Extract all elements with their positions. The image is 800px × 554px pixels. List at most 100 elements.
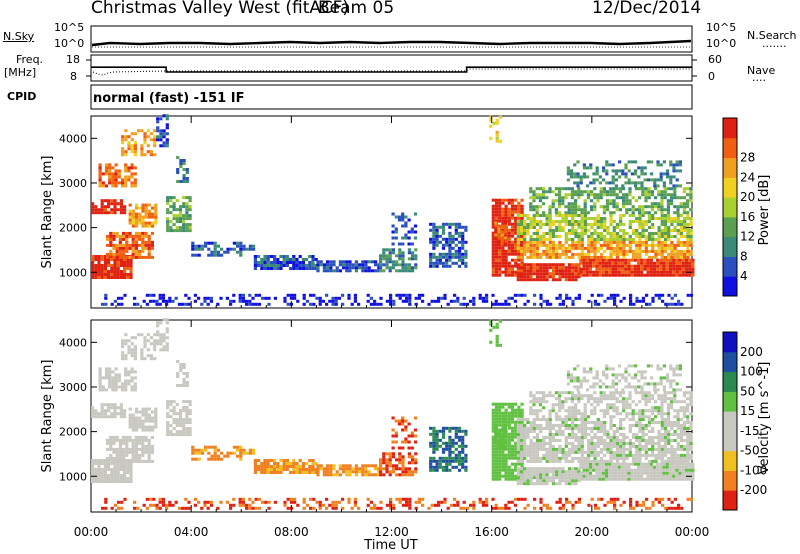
power-cell: [663, 240, 668, 244]
power-cell: [587, 249, 591, 253]
velocity-cell: [179, 366, 183, 369]
power-cell: [331, 299, 335, 303]
velocity-cell: [672, 465, 676, 469]
velocity-cell: [140, 333, 144, 337]
velocity-cell: [686, 459, 690, 463]
velocity-cell: [577, 424, 581, 427]
velocity-cell: [298, 468, 302, 471]
velocity-cell: [448, 438, 452, 442]
velocity-cell: [135, 419, 139, 423]
power-cell: [676, 211, 680, 215]
velocity-cell: [113, 415, 117, 419]
power-cell: [322, 269, 326, 273]
power-cell: [577, 238, 581, 241]
power-cell: [108, 181, 112, 185]
power-cell: [586, 196, 590, 200]
velocity-cell: [429, 468, 433, 472]
velocity-cell: [574, 467, 578, 471]
velocity-cell: [429, 432, 433, 436]
velocity-cell: [620, 465, 625, 469]
power-cell: [147, 234, 151, 238]
power-cell: [601, 261, 605, 265]
velocity-cell: [367, 464, 371, 468]
power-cell: [523, 220, 527, 223]
velocity-cell: [625, 442, 629, 445]
power-cell: [670, 255, 674, 259]
power-cell: [567, 249, 572, 253]
power-cell: [571, 243, 575, 247]
power-cell: [542, 196, 546, 200]
power-cell: [123, 264, 127, 267]
power-cell: [91, 270, 95, 273]
velocity-cell: [116, 468, 120, 471]
velocity-cell: [165, 345, 169, 349]
power-cell: [494, 204, 499, 208]
velocity-cell: [660, 444, 664, 448]
power-cell: [109, 234, 113, 238]
velocity-cell: [374, 464, 378, 468]
velocity-cell: [153, 342, 157, 346]
power-cell: [580, 252, 584, 256]
power-cell: [513, 293, 517, 297]
velocity-cell: [438, 444, 442, 448]
velocity-cell: [539, 459, 543, 463]
velocity-cell: [619, 418, 623, 421]
velocity-cell: [110, 412, 114, 416]
power-cell: [686, 238, 690, 241]
velocity-cell: [555, 482, 559, 486]
velocity-cell: [260, 471, 264, 474]
power-cell: [116, 208, 120, 212]
power-cell: [438, 225, 442, 229]
velocity-cell: [491, 438, 495, 442]
velocity-cell: [609, 447, 613, 451]
power-cell: [628, 243, 632, 247]
velocity-cell: [308, 471, 312, 474]
power-cell: [574, 275, 578, 279]
power-cell: [660, 240, 664, 244]
velocity-cell: [587, 427, 591, 430]
power-cell: [112, 243, 116, 247]
velocity-cell: [114, 367, 118, 371]
power-cell: [558, 205, 562, 209]
velocity-cell: [169, 403, 173, 407]
power-cell: [529, 217, 533, 220]
velocity-cell: [118, 438, 122, 442]
power-cell: [122, 234, 126, 238]
velocity-cell: [647, 430, 652, 433]
power-cell: [599, 217, 604, 220]
power-cell: [598, 175, 602, 179]
power-cell: [647, 187, 651, 191]
power-cell: [609, 220, 613, 223]
power-cell: [498, 219, 502, 223]
velocity-cell: [593, 459, 597, 463]
power-cell: [191, 247, 195, 251]
power-cell: [112, 246, 116, 250]
power-cell: [571, 226, 575, 229]
power-cell: [532, 272, 536, 276]
velocity-cell: [115, 456, 119, 460]
power-cell: [219, 296, 223, 300]
velocity-cell: [615, 453, 620, 457]
power-cell: [641, 205, 645, 209]
power-cell: [657, 232, 661, 235]
velocity-cell: [514, 456, 518, 460]
power-cell: [162, 132, 166, 136]
velocity-cell: [595, 462, 599, 466]
power-cell: [551, 252, 556, 256]
power-cell: [577, 240, 581, 244]
power-cell: [182, 202, 186, 206]
power-cell: [445, 258, 449, 262]
nsky-trace: [91, 39, 692, 47]
power-cell: [510, 258, 515, 262]
velocity-cell: [501, 411, 505, 415]
power-cell: [106, 243, 110, 247]
power-cell: [526, 249, 530, 253]
power-cell: [564, 249, 568, 253]
power-cell: [593, 232, 597, 235]
velocity-cell: [571, 479, 575, 483]
power-cell: [141, 255, 145, 259]
velocity-cell: [551, 444, 556, 448]
velocity-cell: [126, 465, 130, 468]
power-cell: [292, 255, 296, 258]
velocity-cell: [583, 424, 588, 427]
